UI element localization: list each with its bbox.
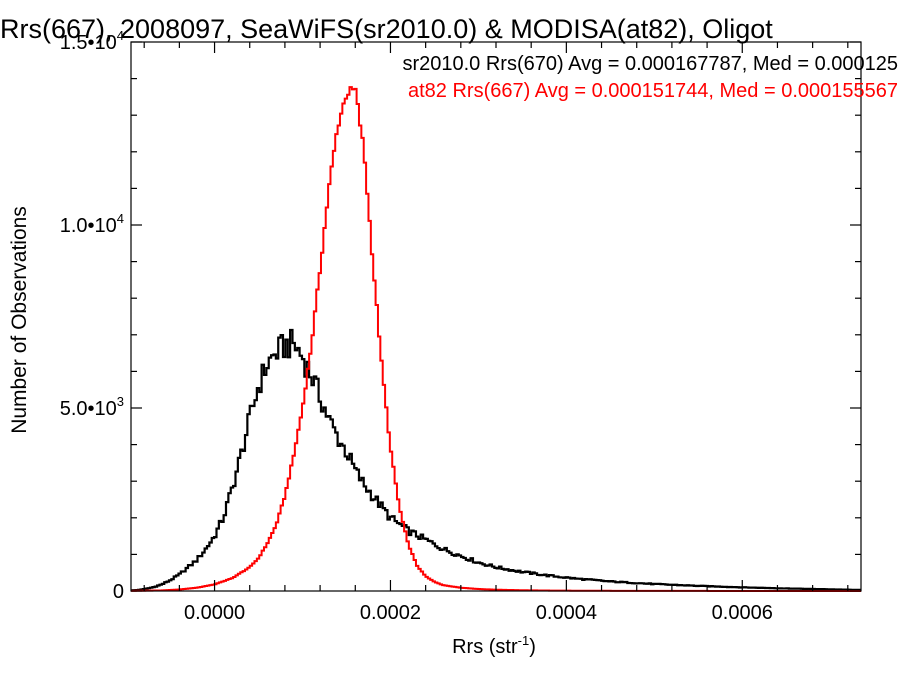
- y-axis-label: Number of Observations: [8, 206, 31, 434]
- x-axis-label-close: ): [529, 636, 536, 658]
- y-tick-label: 1.0•104: [60, 211, 124, 237]
- chart-title: Rrs(667), 2008097, SeaWiFS(sr2010.0) & M…: [0, 14, 773, 44]
- x-tick-label: 0.0006: [712, 602, 773, 624]
- y-tick-label-mantissa: 5.0•10: [60, 398, 117, 420]
- x-axis-label-superscript: -1: [518, 633, 530, 648]
- y-tick-label-mantissa: 0: [113, 581, 124, 603]
- x-tick-label: 0.0004: [536, 602, 597, 624]
- annotation-at82: at82 Rrs(667) Avg = 0.000151744, Med = 0…: [408, 80, 898, 102]
- x-axis-ticks: 0.0000 0.0002 0.0004 0.0006: [143, 42, 849, 624]
- plot-area: 0.0000 0.0002 0.0004 0.0006 05.0•1031.0•104…: [60, 28, 862, 624]
- x-axis-label: Rrs (str-1): [452, 633, 536, 658]
- y-tick-label: 1.5•104: [60, 28, 124, 54]
- y-tick-label-exponent: 4: [117, 211, 124, 226]
- series-sr2010-histogram: [131, 328, 862, 592]
- annotation-sr2010: sr2010.0 Rrs(670) Avg = 0.000167787, Med…: [402, 53, 898, 75]
- y-tick-label-mantissa: 1.0•10: [60, 215, 117, 237]
- y-tick-label-mantissa: 1.5•10: [60, 32, 117, 54]
- x-tick-label: 0.0002: [360, 602, 421, 624]
- y-tick-label-exponent: 3: [117, 394, 124, 409]
- x-tick-label: 0.0000: [184, 602, 245, 624]
- y-tick-label-exponent: 4: [117, 28, 124, 43]
- y-tick-label: 0: [113, 581, 124, 603]
- x-axis-label-text: Rrs (str: [452, 636, 518, 658]
- y-tick-label: 5.0•103: [60, 394, 124, 420]
